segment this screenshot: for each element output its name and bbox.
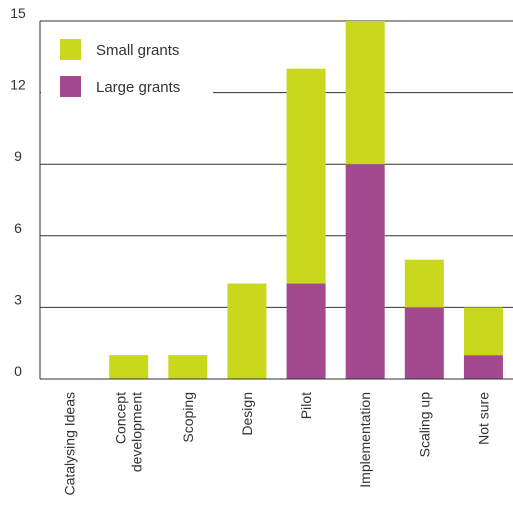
legend-label: Small grants [96, 42, 179, 59]
x-category-label: Scaling up [416, 392, 432, 458]
legend: Small grants Large grants [41, 28, 213, 103]
bar-small-grants [109, 355, 149, 379]
x-category-label: Not sure [475, 392, 491, 445]
bar-small-grants [345, 21, 385, 165]
y-axis-ticks: 0 3 6 9 12 15 [10, 5, 26, 379]
bar-large-grants [286, 283, 326, 379]
bars [40, 21, 513, 380]
bar-large-grants [404, 307, 444, 379]
legend-swatch [60, 39, 81, 60]
x-category-label: Catalysing Ideas [62, 392, 78, 496]
x-category-label: Design [239, 392, 255, 436]
x-category-label-line: Implementation [357, 392, 373, 488]
x-category-label-line: Pilot [298, 392, 314, 419]
y-tick-label: 0 [14, 363, 22, 379]
bar-small-grants [168, 355, 208, 379]
y-tick-label: 12 [10, 77, 26, 93]
x-category-label-line: Catalysing Ideas [62, 392, 78, 496]
bar-small-grants [404, 259, 444, 308]
x-category-label: Scoping [180, 392, 196, 443]
bar-large-grants [463, 355, 503, 379]
x-category-label: Pilot [298, 392, 314, 419]
bar-large-grants [345, 164, 385, 379]
legend-label: Large grants [96, 79, 180, 96]
bar-small-grants [227, 283, 267, 379]
bar-small-grants [286, 68, 326, 284]
x-category-label-line: Design [239, 392, 255, 436]
x-category-label-line: Scaling up [416, 392, 432, 458]
y-tick-label: 6 [14, 220, 22, 236]
x-category-label: Concept development [113, 392, 145, 472]
legend-swatch [60, 76, 81, 97]
x-category-label-line: Not sure [475, 392, 491, 445]
x-category-label-line: development [129, 392, 145, 472]
y-tick-label: 3 [14, 291, 22, 307]
y-tick-label: 9 [14, 148, 22, 164]
x-category-label-line: Concept [113, 392, 129, 444]
bar-small-grants [463, 307, 503, 356]
x-axis-labels: Catalysing Ideas Concept development Scopin… [62, 392, 492, 496]
x-category-label: Implementation [357, 392, 373, 488]
y-tick-label: 15 [10, 5, 26, 21]
x-category-label-line: Scoping [180, 392, 196, 443]
